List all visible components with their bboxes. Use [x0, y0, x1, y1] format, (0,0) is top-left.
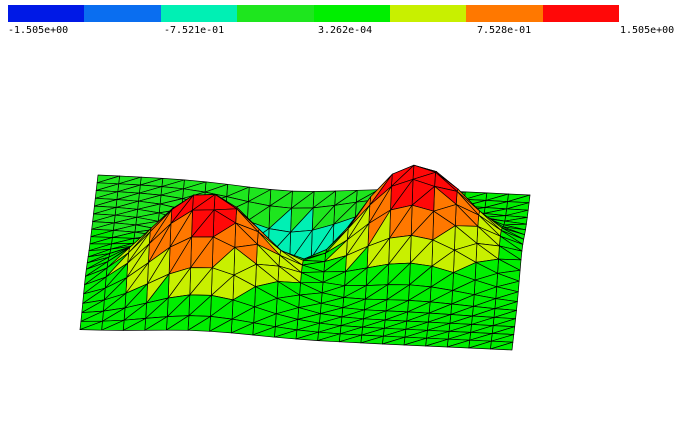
- mesh-triangle: [79, 320, 103, 331]
- mesh-triangle: [295, 331, 319, 341]
- mesh-triangle: [468, 340, 492, 350]
- mesh-triangle: [317, 333, 341, 343]
- mesh-triangle: [209, 318, 233, 334]
- mesh-triangle: [360, 335, 384, 345]
- mesh-triangle: [144, 316, 168, 331]
- mesh-triangle: [166, 315, 190, 331]
- colorbar-label-max: 1.505e+00: [620, 25, 675, 36]
- mesh-triangle: [446, 339, 471, 349]
- mesh-triangle: [403, 337, 427, 347]
- mesh-triangle: [490, 341, 514, 351]
- mesh-triangle: [425, 338, 449, 348]
- colorbar-tick-labels: -1.505e+00 -7.521e-01 3.262e-04 7.528e-0…: [0, 25, 686, 39]
- mesh-triangle: [101, 319, 125, 331]
- colorbar-segment: [84, 5, 161, 22]
- mesh-triangle: [122, 318, 147, 331]
- mesh-triangle: [187, 316, 211, 332]
- mesh-triangle: [338, 334, 363, 344]
- mesh-triangle: [274, 329, 298, 340]
- mesh-triangle: [382, 336, 406, 346]
- colorbar-segment: [542, 5, 619, 22]
- colorbar-segment: [8, 5, 85, 22]
- colorbar-segment: [160, 5, 238, 22]
- mesh-triangle: [252, 326, 276, 338]
- colorbar: [8, 5, 619, 22]
- colorbar-label-min: -1.505e+00: [8, 25, 69, 36]
- colorbar-segment: [466, 5, 543, 22]
- mesh-triangle: [230, 322, 255, 336]
- colorbar-segment: [313, 5, 390, 22]
- colorbar-segment: [237, 5, 314, 22]
- colorbar-label-mid: 3.262e-04: [318, 25, 373, 36]
- colorbar-label-q1: -7.521e-01: [164, 25, 225, 36]
- colorbar-segment: [389, 5, 467, 22]
- colorbar-label-q3: 7.528e-01: [477, 25, 532, 36]
